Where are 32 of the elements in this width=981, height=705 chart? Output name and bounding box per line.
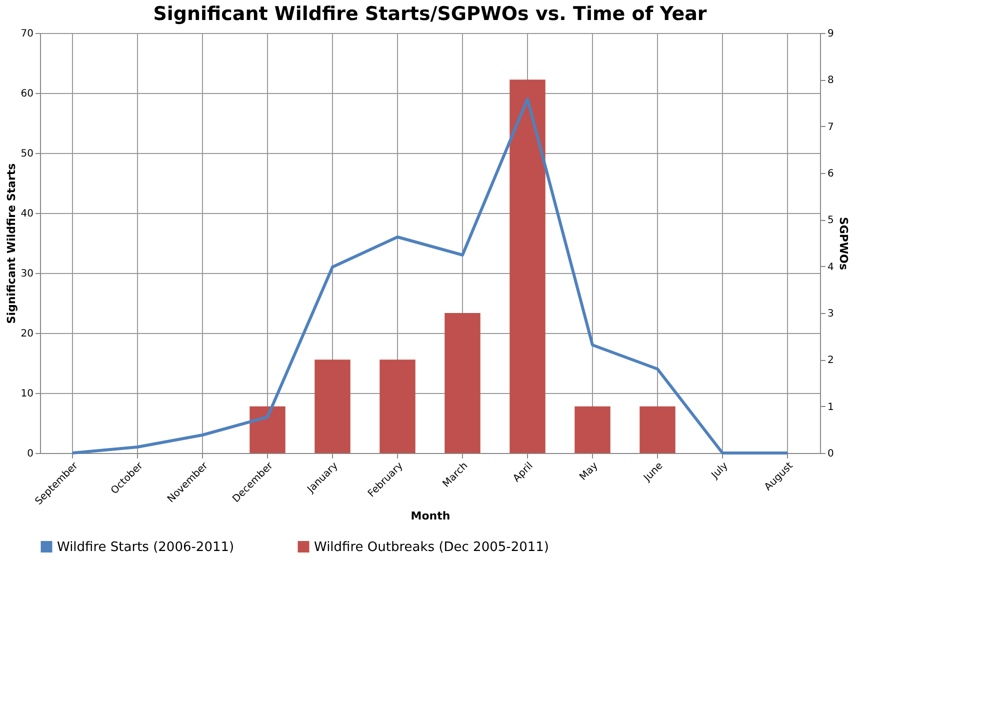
y-tick-label: 50: [20, 148, 34, 160]
y-tick-label: 40: [20, 208, 34, 220]
y-tick-label: 70: [20, 28, 34, 40]
legend-label: Wildfire Starts (2006-2011): [57, 540, 234, 555]
y-tick-label: 30: [20, 268, 34, 280]
y2-tick-label: 1: [828, 402, 834, 413]
y2-tick-label: 9: [828, 28, 834, 40]
bar: [444, 313, 480, 453]
bar: [250, 406, 286, 453]
y2-tick-label: 4: [828, 262, 834, 273]
bar: [574, 406, 610, 453]
y2-tick-label: 3: [828, 308, 834, 320]
y-tick-label: 60: [20, 88, 34, 100]
y2-tick-label: 8: [828, 75, 834, 86]
y2-axis-title: SGPWOs: [836, 216, 850, 270]
line-series: [71, 98, 789, 454]
y-tick-label: 20: [20, 328, 34, 340]
bar: [314, 360, 350, 453]
chart-title: Significant Wildfire Starts/SGPWOs vs. Time of Year: [153, 3, 708, 25]
y2-tick-label: 0: [828, 448, 834, 460]
y2-tick-label: 5: [828, 215, 834, 226]
legend-label: Wildfire Outbreaks (Dec 2005-2011): [314, 540, 549, 555]
y2-tick-label: 6: [828, 168, 834, 180]
bar: [510, 80, 546, 453]
y-tick-label: 0: [27, 448, 34, 460]
bar: [380, 360, 416, 453]
y-tick-label: 10: [20, 388, 34, 400]
y2-tick-label: 7: [828, 122, 834, 133]
y2-tick-label: 2: [828, 355, 834, 366]
bar: [640, 406, 676, 453]
y-axis-title: Significant Wildfire Starts: [4, 162, 18, 324]
x-axis-title: Month: [410, 510, 450, 523]
